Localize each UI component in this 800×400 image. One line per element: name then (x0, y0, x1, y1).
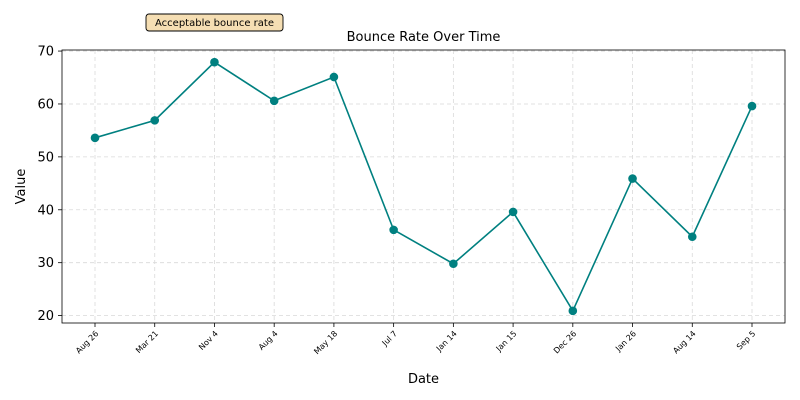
series-points (90, 57, 757, 316)
data-point (747, 101, 757, 111)
data-point (269, 96, 279, 106)
data-point (568, 306, 578, 316)
y-tick-label: 30 (37, 256, 54, 271)
data-point (150, 116, 160, 125)
annotation-text: Acceptable bounce rate (155, 18, 274, 29)
chart-title: Bounce Rate Over Time (347, 30, 501, 45)
plot-area-frame (61, 49, 786, 324)
series-line (94, 61, 753, 313)
y-axis-title: Value (14, 169, 29, 205)
data-point (329, 72, 339, 82)
y-tick-label: 60 (37, 97, 54, 112)
y-axis-ticks: 20 30 40 50 60 70 (37, 45, 62, 324)
data-point (389, 225, 398, 235)
annotation-background (145, 13, 284, 32)
annotation-box: Acceptable bounce rate (145, 13, 284, 32)
grid-lines (62, 50, 785, 323)
x-axis-title: Date (408, 372, 439, 387)
data-point (628, 174, 637, 183)
data-point (508, 207, 518, 217)
data-point (687, 232, 697, 242)
data-point (449, 259, 458, 269)
y-tick-label: 20 (37, 309, 54, 324)
y-tick-label: 70 (37, 45, 54, 60)
y-tick-label: 50 (37, 150, 54, 165)
data-point (90, 133, 100, 143)
y-tick-label: 40 (37, 203, 54, 218)
data-point (210, 57, 219, 67)
